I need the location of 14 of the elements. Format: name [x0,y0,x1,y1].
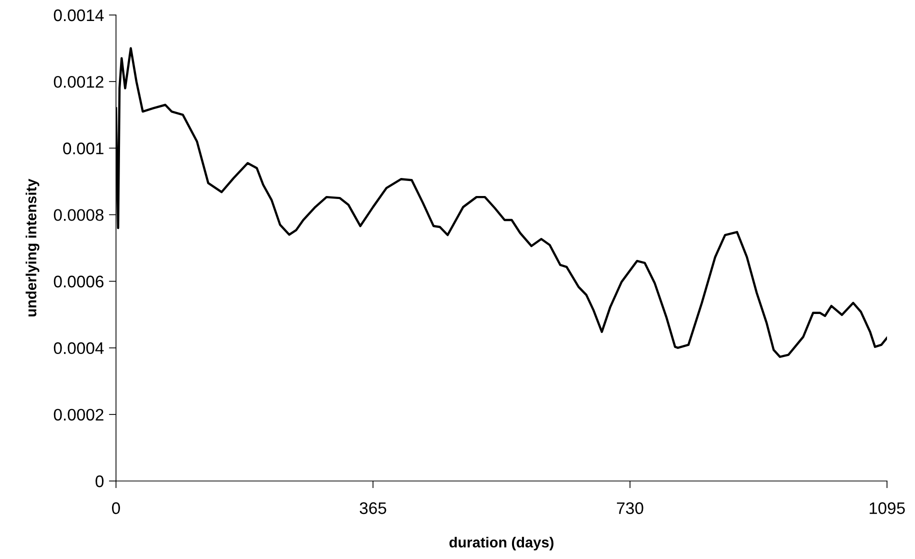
y-axis-title: underlying intensity [26,178,40,316]
y-tick-label: 0.0006 [54,276,104,288]
y-tick-label: 0.0014 [54,9,104,22]
x-tick-label: 0 [112,502,120,514]
y-tick-label: 0.0008 [54,209,104,221]
x-tick-label: 1095 [870,502,905,514]
y-tick-label: 0.0002 [54,408,104,421]
y-tick-label: 0 [96,475,104,488]
x-tick-label: 730 [616,502,644,514]
y-tick-label: 0.001 [63,142,104,154]
x-tick-label: 365 [360,502,386,514]
y-tick-label: 0.0004 [54,342,104,354]
x-axis-title: duration (days) [449,536,554,550]
y-tick-label: 0.0012 [54,76,104,88]
